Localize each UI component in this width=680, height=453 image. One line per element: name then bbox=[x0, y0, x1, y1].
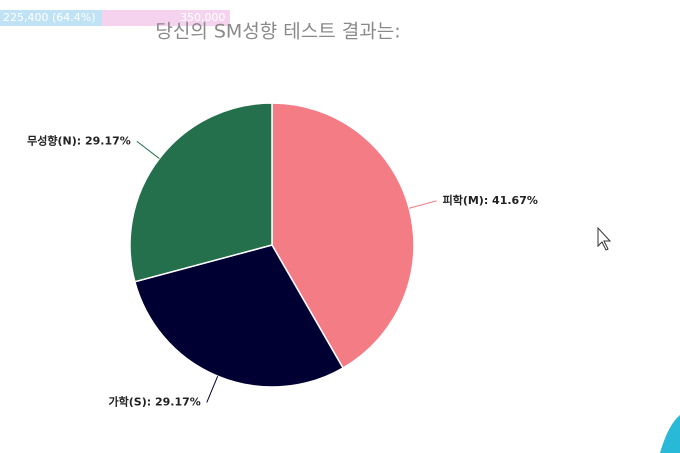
pie-slice bbox=[271, 102, 415, 369]
data-label: 무성향(N): 29.17% bbox=[27, 133, 131, 147]
leader-line bbox=[409, 200, 437, 209]
progress-bar bbox=[102, 10, 230, 26]
progress-text: 350,000 bbox=[180, 11, 226, 24]
data-label: 가학(S): 29.17% bbox=[109, 394, 201, 408]
cursor bbox=[597, 226, 612, 251]
progress-text: 225,400 (64.4%) bbox=[3, 11, 96, 24]
pie-slice bbox=[133, 244, 345, 388]
corner-decoration bbox=[660, 415, 680, 453]
chart-title: 당신의 SM성향 테스트 결과는: bbox=[155, 21, 400, 43]
leader-line bbox=[136, 140, 160, 159]
pie-slice bbox=[129, 102, 273, 283]
progress-bar bbox=[0, 10, 102, 26]
leader-line bbox=[206, 376, 219, 403]
data-label: 피학(M): 41.67% bbox=[443, 193, 538, 207]
